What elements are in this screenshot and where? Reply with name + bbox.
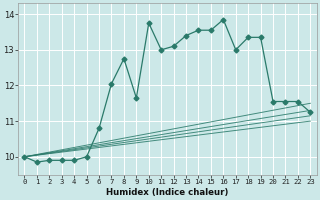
X-axis label: Humidex (Indice chaleur): Humidex (Indice chaleur): [106, 188, 228, 197]
